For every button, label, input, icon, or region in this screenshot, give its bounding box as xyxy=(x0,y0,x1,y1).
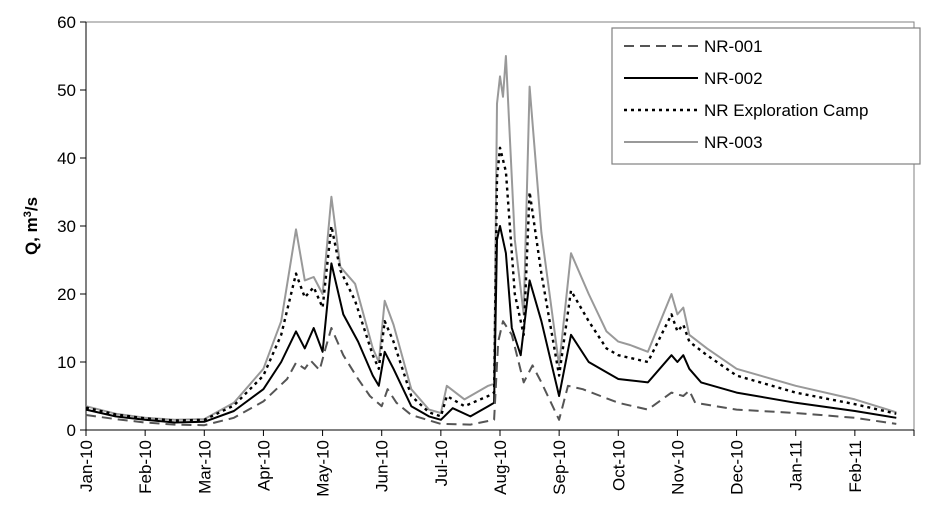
x-tick-label: Mar-10 xyxy=(195,440,214,494)
x-tick-label: Feb-10 xyxy=(136,440,155,494)
axes: 0 10 20 30 40 50 60 Jan-10 Feb-10 Mar-10 Apr-10 May… xyxy=(57,13,915,497)
legend: NR-001 NR-002 NR Exploration Camp NR-003 xyxy=(611,27,921,165)
x-tick-label: Oct-10 xyxy=(609,440,628,491)
series-line-nr-001 xyxy=(85,320,897,427)
x-tick-label: Sep-10 xyxy=(550,440,569,495)
x-tick-label: Aug-10 xyxy=(491,440,510,495)
series-lines xyxy=(85,55,897,427)
y-tick-label: 60 xyxy=(57,13,76,32)
series-line-nr-003 xyxy=(85,55,897,421)
y-tick-label: 30 xyxy=(57,217,76,236)
legend-entry-label: NR-003 xyxy=(704,133,763,152)
legend-entry-label: NR-001 xyxy=(704,37,763,56)
x-tick-label: Jun-10 xyxy=(373,440,392,492)
x-tick-label: Jan-11 xyxy=(787,440,806,491)
y-tick-label: 20 xyxy=(57,285,76,304)
x-tick-label: May-10 xyxy=(314,440,333,497)
y-tick-label: 40 xyxy=(57,149,76,168)
x-tick-label: Feb-11 xyxy=(846,440,865,493)
x-tick-label: Jan-10 xyxy=(77,440,96,492)
legend-entry-label: NR Exploration Camp xyxy=(704,101,868,120)
x-tick-label: Apr-10 xyxy=(254,440,273,491)
y-tick-label: 10 xyxy=(57,353,76,372)
series-line-nr-002 xyxy=(85,225,897,424)
x-tick-label: Dec-10 xyxy=(728,440,747,495)
y-tick-label: 50 xyxy=(57,81,76,100)
legend-entry-label: NR-002 xyxy=(704,69,763,88)
x-tick-label: Jul-10 xyxy=(432,440,451,486)
y-axis-label: Q, m3/s xyxy=(22,197,41,255)
y-tick-label: 0 xyxy=(67,421,76,440)
x-tick-label: Nov-10 xyxy=(668,440,687,495)
series-line-nr-exploration-camp xyxy=(85,146,897,422)
legend-box xyxy=(611,27,921,165)
